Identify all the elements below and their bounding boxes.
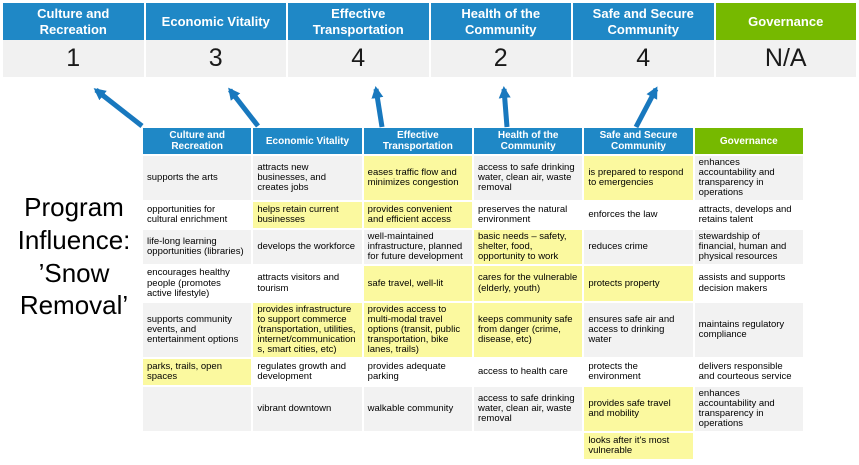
matrix-cell: maintains regulatory compliance xyxy=(694,302,803,357)
priority-score-health-of-the-community: 2 xyxy=(430,40,571,77)
matrix-cell: supports community events, and entertain… xyxy=(143,302,252,357)
priority-header-safe-and-secure-community: Safe and Secure Community xyxy=(573,3,714,40)
influence-arrows xyxy=(93,86,659,129)
arrow-icon-culture xyxy=(93,88,144,128)
priority-score-economic-vitality: 3 xyxy=(145,40,286,77)
arrow-icon-economic xyxy=(228,87,260,128)
matrix-cell: well-maintained infrastructure, planned … xyxy=(363,230,472,265)
table-row: supports community events, and entertain… xyxy=(143,302,803,357)
priority-score-culture-and-recreation: 1 xyxy=(3,40,144,77)
matrix-cell: provides access to multi-modal travel op… xyxy=(363,302,472,357)
matrix-cell: attracts new businesses, and creates job… xyxy=(253,156,362,201)
matrix-cell: reduces crime xyxy=(584,230,693,265)
matrix-cell: supports the arts xyxy=(143,156,252,201)
matrix-cell: attracts, develops and retains talent xyxy=(694,202,803,229)
matrix-cell xyxy=(363,433,472,460)
matrix-cell: keeps community safe from danger (crime,… xyxy=(473,302,583,357)
matrix-cell: develops the workforce xyxy=(253,230,362,265)
matrix-header-effective-transportation: Effective Transportation xyxy=(363,128,472,154)
matrix-cell: vibrant downtown xyxy=(253,386,362,432)
matrix-header-row: Culture and Recreation Economic Vitality… xyxy=(143,128,803,154)
matrix-cell: preserves the natural environment xyxy=(473,202,583,229)
matrix-cell: regulates growth and development xyxy=(253,358,362,385)
matrix-cell xyxy=(143,433,252,460)
matrix-cell: access to safe drinking water, clean air… xyxy=(473,156,583,201)
matrix-cell: provides convenient and efficient access xyxy=(363,202,472,229)
matrix-cell: eases traffic flow and minimizes congest… xyxy=(363,156,472,201)
matrix-cell: basic needs – safety, shelter, food, opp… xyxy=(473,230,583,265)
matrix-cell: enhances accountability and transparency… xyxy=(694,156,803,201)
matrix-cell: opportunities for cultural enrichment xyxy=(143,202,252,229)
matrix-header-culture-and-recreation: Culture and Recreation xyxy=(143,128,252,154)
priority-header-effective-transportation: Effective Transportation xyxy=(288,3,429,40)
priority-header-health-of-the-community: Health of the Community xyxy=(430,3,571,40)
matrix-cell: protects property xyxy=(584,266,693,301)
table-row: parks, trails, open spaces regulates gro… xyxy=(143,358,803,385)
matrix-cell: encourages healthy people (promotes acti… xyxy=(143,266,252,301)
matrix-cell: assists and supports decision makers xyxy=(694,266,803,301)
matrix-cell xyxy=(143,386,252,432)
matrix-cell: cares for the vulnerable (elderly, youth… xyxy=(473,266,583,301)
priority-header-governance: Governance xyxy=(715,3,856,40)
priority-score-effective-transportation: 4 xyxy=(288,40,429,77)
matrix-header-governance: Governance xyxy=(694,128,803,154)
matrix-cell: attracts visitors and tourism xyxy=(253,266,362,301)
matrix-cell: access to health care xyxy=(473,358,583,385)
matrix-header-health-of-the-community: Health of the Community xyxy=(473,128,583,154)
matrix-cell: provides safe travel and mobility xyxy=(584,386,693,432)
priority-header-culture-and-recreation: Culture and Recreation xyxy=(3,3,144,40)
arrow-icon-transportation xyxy=(371,86,385,128)
priority-score-safe-and-secure-community: 4 xyxy=(573,40,714,77)
program-influence-title: Program Influence: ’Snow Removal’ xyxy=(17,192,131,321)
priority-summary-band: Culture and Recreation Economic Vitality… xyxy=(3,3,856,77)
matrix-cell: delivers responsible and courteous servi… xyxy=(694,358,803,385)
arrow-icon-safe-secure xyxy=(633,86,659,129)
matrix-cell xyxy=(253,433,362,460)
matrix-cell: parks, trails, open spaces xyxy=(143,358,252,385)
matrix-cell xyxy=(473,433,583,460)
table-row: opportunities for cultural enrichment he… xyxy=(143,202,803,229)
matrix-cell: life-long learning opportunities (librar… xyxy=(143,230,252,265)
matrix-cell: is prepared to respond to emergencies xyxy=(584,156,693,201)
influence-matrix-table: Culture and Recreation Economic Vitality… xyxy=(141,126,805,461)
table-row: encourages healthy people (promotes acti… xyxy=(143,266,803,301)
matrix-cell: ensures safe air and access to drinking … xyxy=(584,302,693,357)
matrix-cell: provides adequate parking xyxy=(363,358,472,385)
matrix-cell: enforces the law xyxy=(584,202,693,229)
matrix-cell: helps retain current businesses xyxy=(253,202,362,229)
matrix-cell: enhances accountability and transparency… xyxy=(694,386,803,432)
matrix-cell xyxy=(694,433,803,460)
matrix-cell: safe travel, well-lit xyxy=(363,266,472,301)
matrix-cell: provides infrastructure to support comme… xyxy=(253,302,362,357)
table-row: supports the arts attracts new businesse… xyxy=(143,156,803,201)
matrix-cell: stewardship of financial, human and phys… xyxy=(694,230,803,265)
arrow-icon-health xyxy=(498,86,511,128)
table-row: looks after it's most vulnerable xyxy=(143,433,803,460)
priority-header-economic-vitality: Economic Vitality xyxy=(145,3,286,40)
matrix-cell: access to safe drinking water, clean air… xyxy=(473,386,583,432)
matrix-header-safe-and-secure-community: Safe and Secure Community xyxy=(584,128,693,154)
matrix-cell: walkable community xyxy=(363,386,472,432)
table-row: life-long learning opportunities (librar… xyxy=(143,230,803,265)
priority-score-governance: N/A xyxy=(715,40,856,77)
table-row: vibrant downtown walkable community acce… xyxy=(143,386,803,432)
matrix-cell: looks after it's most vulnerable xyxy=(584,433,693,460)
matrix-cell: protects the environment xyxy=(584,358,693,385)
matrix-header-economic-vitality: Economic Vitality xyxy=(253,128,362,154)
